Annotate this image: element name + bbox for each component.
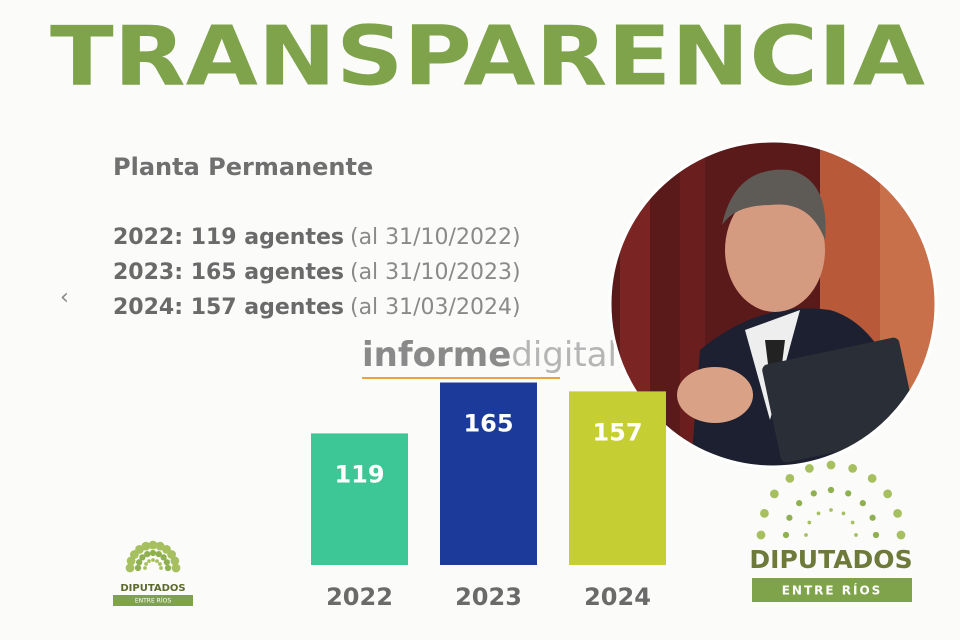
logo-dot	[850, 520, 855, 525]
annotation-note: (al 31/10/2023)	[350, 260, 521, 285]
value-label: 157	[592, 418, 642, 446]
nav-arrow[interactable]: ‹	[60, 285, 69, 310]
logo-dot	[171, 563, 181, 573]
logo-dot	[769, 489, 779, 499]
bar	[569, 391, 666, 565]
logo-sub: ENTRE RÍOS	[782, 583, 883, 598]
logo	[125, 540, 181, 573]
logo-dot	[144, 562, 148, 566]
logo-dot	[854, 533, 858, 537]
logo-dot	[170, 556, 180, 566]
logo-dot	[867, 473, 877, 483]
logo-dot	[760, 508, 769, 518]
logo-dot	[845, 490, 852, 497]
logo-dot	[143, 566, 147, 570]
logo-dot	[148, 540, 158, 550]
logo-dot	[158, 562, 162, 566]
logo-dot	[816, 511, 821, 516]
logo-dot	[893, 508, 902, 518]
logo-dot	[804, 464, 814, 473]
annotation-note: (al 31/10/2022)	[350, 225, 521, 250]
annotation-text: 2024: 157 agentes	[113, 295, 344, 320]
annotation-note: (al 31/03/2024)	[350, 295, 521, 320]
logo-dot	[859, 500, 866, 507]
subtitle: Planta Permanente	[113, 153, 373, 181]
annotation: 2024: 157 agentes (al 31/03/2024)	[113, 295, 521, 320]
logo-dot	[134, 564, 142, 572]
bar	[440, 382, 537, 565]
logo	[756, 460, 906, 540]
logo-dot	[869, 514, 876, 521]
x-tick-label: 2024	[584, 583, 651, 611]
logo-dot	[826, 460, 836, 470]
annotation-text: 2023: 165 agentes	[113, 260, 344, 285]
logo-dot	[796, 500, 803, 507]
annotation-text: 2022: 119 agentes	[113, 225, 344, 250]
bar	[311, 433, 408, 565]
logo-dot	[155, 551, 162, 558]
logo-dot	[785, 473, 795, 483]
logo-dot	[141, 541, 151, 551]
value-label: 165	[463, 410, 513, 438]
logo-dot	[827, 486, 835, 494]
logo-band	[752, 578, 912, 602]
logo-dot	[159, 566, 163, 570]
logo-dot	[164, 564, 172, 572]
logo-dot	[151, 558, 155, 562]
logo-dot	[756, 530, 766, 540]
x-tick-label: 2022	[326, 583, 393, 611]
x-tick-label: 2023	[455, 583, 522, 611]
photo	[610, 141, 936, 467]
logo-dot	[139, 554, 146, 561]
logo-dot	[149, 549, 157, 557]
logo-dot	[810, 490, 817, 497]
logo-band	[113, 595, 193, 606]
logo-dot	[872, 531, 880, 539]
logo-name: DIPUTADOS	[120, 583, 185, 594]
logo-dot	[841, 511, 846, 516]
logo-dot	[786, 514, 793, 521]
logo-sub: ENTRE RÍOS	[135, 598, 171, 605]
watermark: informedigital	[362, 335, 617, 375]
annotation: 2023: 165 agentes (al 31/10/2023)	[113, 260, 521, 285]
watermark-b: digital	[511, 335, 617, 375]
logo-dot	[807, 520, 812, 525]
logo-dot	[163, 559, 170, 566]
logo-dot	[147, 559, 151, 563]
annotation: 2022: 119 agentes (al 31/10/2022)	[113, 225, 521, 250]
logo-dot	[782, 531, 790, 539]
logo-dot	[804, 533, 808, 537]
value-label: 119	[334, 460, 384, 488]
title: TRANSPARENCIA	[50, 9, 926, 104]
logo-dot	[829, 508, 833, 512]
logo-dot	[155, 559, 159, 563]
photo-border	[608, 139, 938, 469]
logo-dot	[896, 530, 906, 540]
logo-dot	[883, 489, 893, 499]
logo-dot	[144, 551, 151, 558]
logo-dot	[160, 554, 167, 561]
logo-dot	[136, 559, 143, 566]
logo-name: DIPUTADOS	[749, 545, 912, 574]
watermark-a: informe	[362, 335, 511, 375]
logo-dot	[125, 563, 135, 573]
logo-dot	[848, 464, 858, 473]
